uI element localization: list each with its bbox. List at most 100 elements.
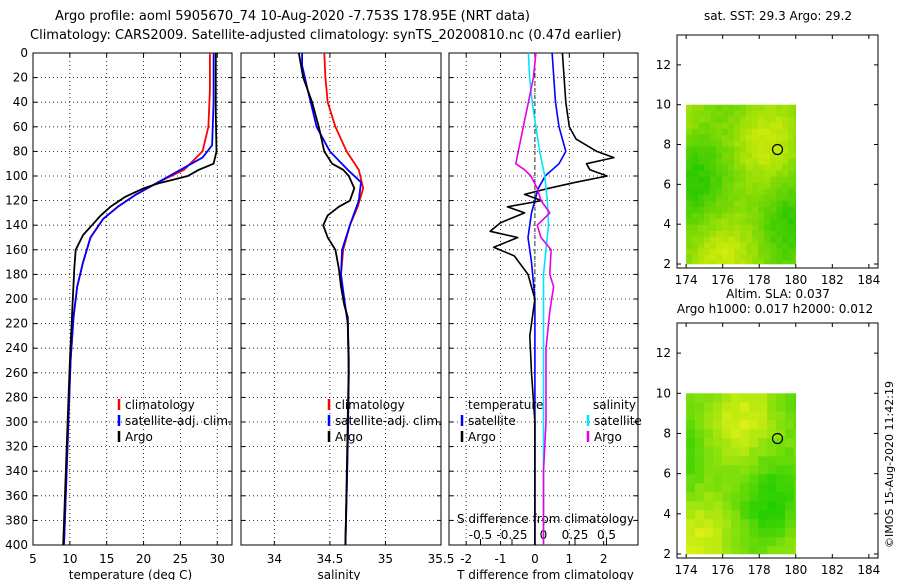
map-cell bbox=[788, 242, 795, 249]
depth-tick-label: 220 bbox=[5, 317, 28, 331]
map-cell bbox=[728, 104, 735, 111]
diff-legend-t-sat-label: satellite bbox=[468, 414, 516, 428]
map-cell bbox=[776, 260, 783, 265]
map-cell bbox=[785, 474, 795, 484]
map-cell bbox=[794, 474, 796, 484]
map-cell bbox=[770, 194, 777, 201]
map-cell bbox=[722, 230, 729, 237]
map-cell bbox=[758, 254, 765, 261]
map-cell bbox=[728, 146, 735, 153]
map-cell bbox=[698, 140, 705, 147]
map-cell bbox=[731, 465, 741, 475]
map-cell bbox=[764, 206, 771, 213]
map-lon-label: 178 bbox=[748, 273, 771, 287]
map-cell bbox=[710, 140, 717, 147]
map-cell bbox=[752, 176, 759, 183]
map-cell bbox=[749, 528, 759, 538]
map-cell bbox=[794, 116, 796, 123]
map-cell bbox=[686, 411, 696, 421]
map-cell bbox=[770, 146, 777, 153]
map-cell bbox=[728, 182, 735, 189]
depth-tick-label: 320 bbox=[5, 440, 28, 454]
depth-tick-label: 360 bbox=[5, 489, 28, 503]
map-cell bbox=[713, 411, 723, 421]
map-cell bbox=[734, 164, 741, 171]
map-cell bbox=[704, 438, 714, 448]
map-cell bbox=[782, 236, 789, 243]
map-cell bbox=[767, 501, 777, 511]
map-cell bbox=[782, 140, 789, 147]
map-cell bbox=[692, 116, 699, 123]
map-cell bbox=[722, 447, 732, 457]
map-cell bbox=[722, 465, 732, 475]
sal-tick-label: 34 bbox=[267, 552, 282, 566]
map-cell bbox=[704, 260, 711, 265]
map-cell bbox=[758, 182, 765, 189]
map-cell bbox=[776, 537, 786, 547]
map-lon-label: 180 bbox=[784, 273, 807, 287]
map-cell bbox=[794, 224, 796, 231]
map-cell bbox=[767, 438, 777, 448]
map-cell bbox=[695, 537, 705, 547]
map-cell bbox=[776, 510, 786, 520]
sal-tick-label: 35.5 bbox=[428, 552, 455, 566]
map-cell bbox=[704, 483, 714, 493]
map-cell bbox=[740, 492, 750, 502]
map-cell bbox=[731, 420, 741, 430]
map-cell bbox=[794, 146, 796, 153]
depth-tick-label: 300 bbox=[5, 415, 28, 429]
map-cell bbox=[728, 242, 735, 249]
map-cell bbox=[698, 212, 705, 219]
map-cell bbox=[752, 224, 759, 231]
map-cell bbox=[710, 248, 717, 255]
map-cell bbox=[776, 152, 783, 159]
map-cell bbox=[758, 420, 768, 430]
map-cell bbox=[695, 438, 705, 448]
map-cell bbox=[722, 128, 729, 135]
map-cell bbox=[710, 242, 717, 249]
map-cell bbox=[782, 242, 789, 249]
map-cell bbox=[734, 170, 741, 177]
map-cell bbox=[728, 170, 735, 177]
map-cell bbox=[758, 411, 768, 421]
map-cell bbox=[758, 152, 765, 159]
map-cell bbox=[722, 164, 729, 171]
map-cell bbox=[758, 429, 768, 439]
map-cell bbox=[710, 122, 717, 129]
map-cell bbox=[752, 254, 759, 261]
map-cell bbox=[764, 188, 771, 195]
map-cell bbox=[716, 122, 723, 129]
map-cell bbox=[716, 254, 723, 261]
map-cell bbox=[692, 182, 699, 189]
map-cell bbox=[734, 110, 741, 117]
map-cell bbox=[740, 194, 747, 201]
map-field bbox=[686, 393, 796, 555]
map-cell bbox=[740, 116, 747, 123]
map-cell bbox=[731, 456, 741, 466]
map-cell bbox=[722, 188, 729, 195]
map-cell bbox=[698, 236, 705, 243]
map-cell bbox=[767, 546, 777, 555]
map-cell bbox=[764, 104, 771, 111]
diff-t-xlabel: T difference from climatology bbox=[456, 568, 634, 580]
map-cell bbox=[788, 206, 795, 213]
map-cell bbox=[785, 492, 795, 502]
diff-t-tick-label: 2 bbox=[600, 552, 608, 566]
map-cell bbox=[764, 122, 771, 129]
map-cell bbox=[734, 146, 741, 153]
map-cell bbox=[692, 170, 699, 177]
diff-s-tick-label: -0.25 bbox=[496, 528, 527, 542]
map-cell bbox=[692, 164, 699, 171]
map-cell bbox=[746, 194, 753, 201]
map-cell bbox=[764, 146, 771, 153]
map-cell bbox=[686, 194, 693, 201]
map-cell bbox=[734, 176, 741, 183]
map-cell bbox=[722, 134, 729, 141]
map-cell bbox=[785, 420, 795, 430]
map-cell bbox=[740, 546, 750, 555]
map-cell bbox=[704, 122, 711, 129]
map-cell bbox=[716, 200, 723, 207]
map-cell bbox=[698, 254, 705, 261]
map-cell bbox=[686, 483, 696, 493]
map-cell bbox=[734, 140, 741, 147]
